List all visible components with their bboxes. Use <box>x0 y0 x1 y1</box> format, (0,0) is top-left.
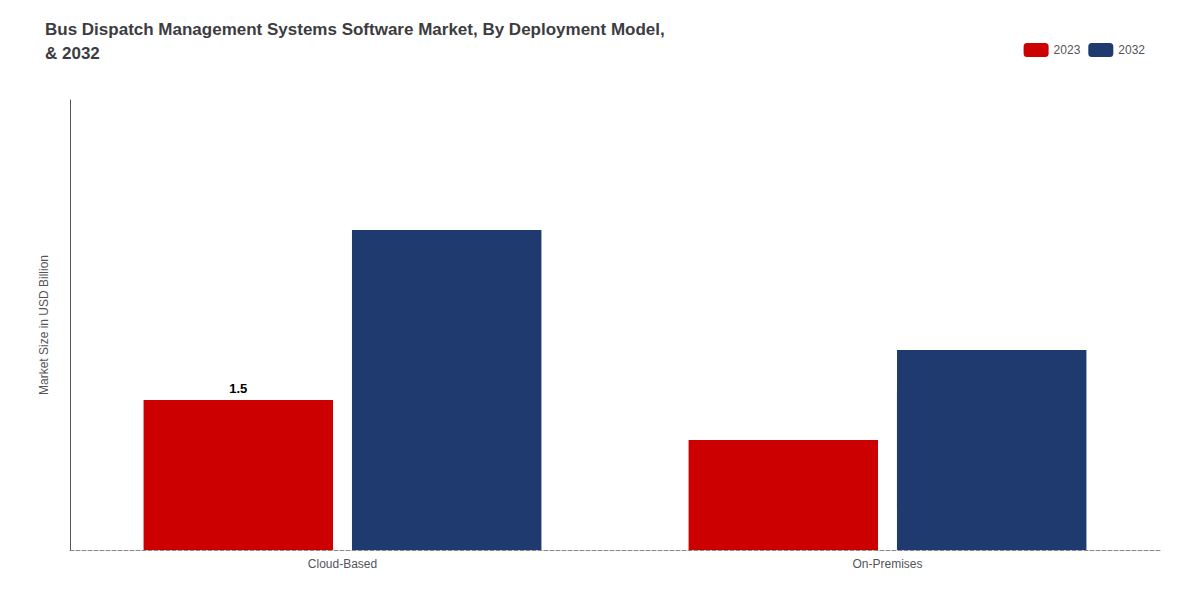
svg-text:Cloud-Based: Cloud-Based <box>308 557 377 571</box>
svg-text:& 2032: & 2032 <box>45 44 100 63</box>
svg-text:Bus Dispatch Management System: Bus Dispatch Management Systems Software… <box>45 20 665 39</box>
svg-text:1.5: 1.5 <box>229 381 247 396</box>
svg-text:On-Premises: On-Premises <box>852 557 922 571</box>
svg-text:2032: 2032 <box>1118 43 1145 57</box>
svg-text:2023: 2023 <box>1054 43 1081 57</box>
svg-text:Market Size in USD Billion: Market Size in USD Billion <box>37 255 51 395</box>
